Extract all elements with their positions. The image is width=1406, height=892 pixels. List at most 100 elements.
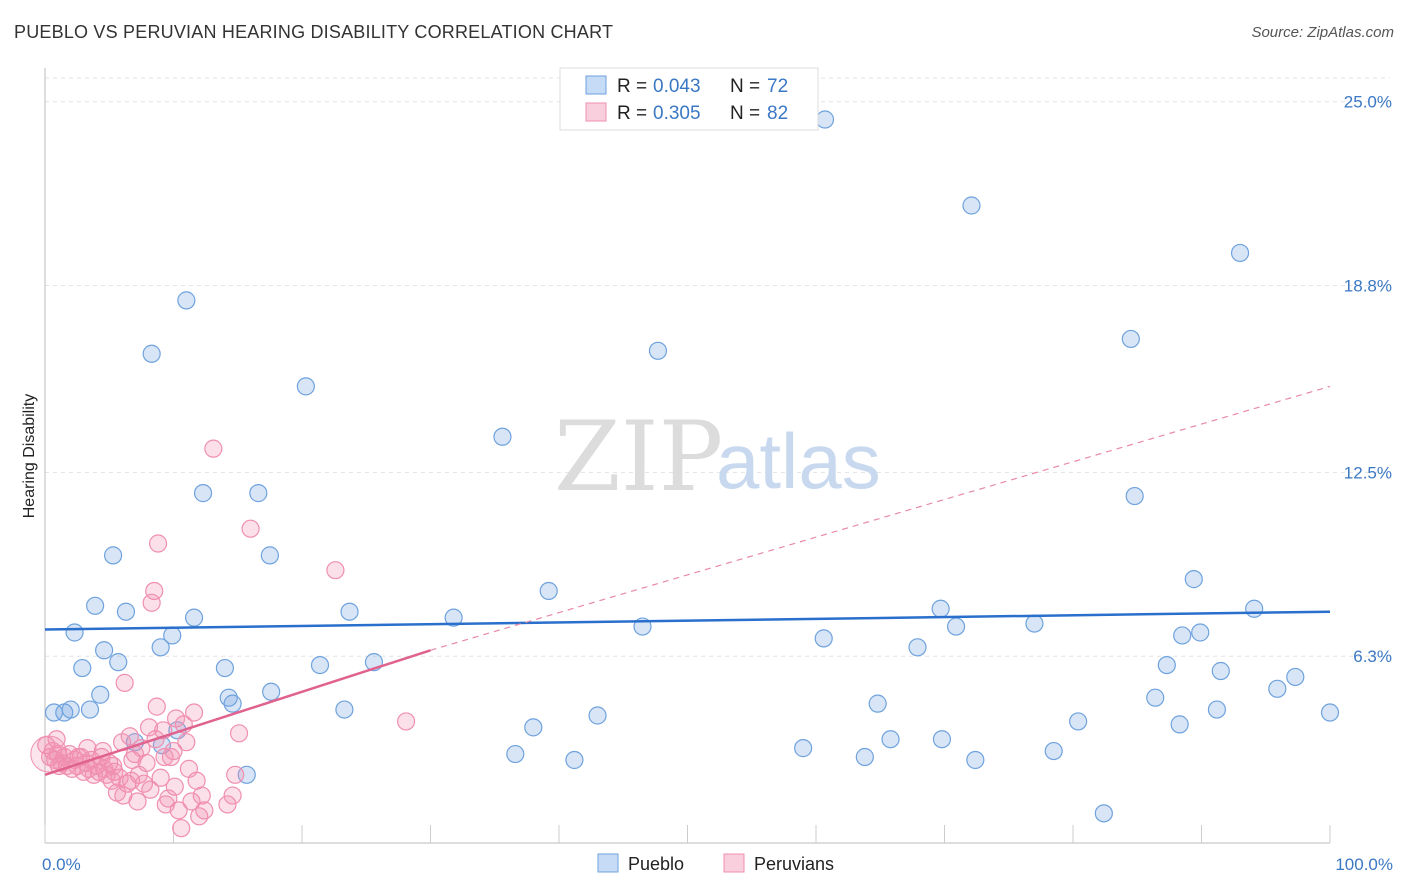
pueblo-point-43 bbox=[815, 110, 835, 129]
trend-lines bbox=[44, 385, 1331, 776]
pueblo-point-51 bbox=[946, 617, 966, 636]
pueblo-point-29 bbox=[310, 655, 330, 675]
chart-title: PUEBLO VS PERUVIAN HEARING DISABILITY CO… bbox=[14, 22, 614, 42]
pueblo-point-69 bbox=[1245, 599, 1264, 618]
pueblo-point-60 bbox=[1146, 688, 1165, 707]
y-axis-label: Hearing Disability bbox=[21, 394, 38, 519]
pueblo-point-30 bbox=[335, 700, 354, 719]
pueblo-point-64 bbox=[1184, 570, 1203, 589]
pueblo-point-14 bbox=[151, 638, 170, 657]
pueblo-point-45 bbox=[855, 747, 874, 767]
bottom-legend-swatch-pueblo bbox=[597, 853, 619, 873]
legend-swatch-peruvians bbox=[585, 102, 607, 122]
pueblo-point-61 bbox=[1157, 655, 1176, 675]
legend-r-value-peruvians: 0.305 bbox=[653, 103, 701, 124]
pueblo-point-13 bbox=[142, 344, 161, 363]
y-tick-label-0: 6.3% bbox=[1353, 647, 1392, 666]
x-tick-labels: 0.0% 100.0% bbox=[42, 855, 1393, 874]
peruvians-point-79 bbox=[165, 777, 184, 796]
peruvians-point-60 bbox=[184, 703, 204, 722]
pueblo-points bbox=[44, 110, 1340, 823]
peruvians-point-54 bbox=[169, 801, 188, 820]
legend-r-label-pueblo: R = bbox=[617, 76, 647, 97]
pueblo-point-28 bbox=[296, 377, 315, 396]
pueblo-point-57 bbox=[1094, 804, 1113, 823]
pueblo-point-71 bbox=[1286, 667, 1305, 687]
pueblo-point-55 bbox=[1044, 741, 1063, 761]
peruvians-trend-line bbox=[44, 649, 431, 776]
peruvians-point-39 bbox=[137, 753, 156, 773]
pueblo-point-41 bbox=[648, 341, 668, 360]
legend-n-label-pueblo: N = bbox=[730, 76, 760, 97]
peruvians-points bbox=[30, 439, 416, 838]
legend-r-label-peruvians: R = bbox=[617, 103, 647, 124]
peruvians-point-80 bbox=[47, 730, 66, 749]
peruvians-point-35 bbox=[128, 792, 147, 811]
pueblo-point-52 bbox=[962, 196, 981, 215]
peruvians-point-75 bbox=[78, 739, 97, 758]
chart-source: Source: ZipAtlas.com bbox=[1251, 24, 1394, 41]
legend: R = 0.043 N = 72 R = 0.305 N = 82 bbox=[559, 67, 819, 131]
peruvians-point-72 bbox=[396, 712, 416, 731]
pueblo-point-5 bbox=[80, 700, 100, 719]
pueblo-point-39 bbox=[588, 706, 607, 725]
peruvians-point-47 bbox=[151, 768, 170, 787]
pueblo-point-3 bbox=[65, 623, 84, 642]
bottom-legend-swatch-peruvians bbox=[723, 853, 745, 873]
pueblo-point-21 bbox=[215, 658, 234, 678]
x-tick-label-1: 100.0% bbox=[1335, 855, 1393, 874]
peruvians-point-32 bbox=[120, 727, 139, 746]
legend-r-value-pueblo: 0.043 bbox=[653, 76, 701, 97]
bottom-legend: Pueblo Peruvians bbox=[597, 853, 834, 874]
peruvians-point-46 bbox=[148, 534, 168, 553]
y-tick-labels: 6.3% 12.5% 18.8% 25.0% bbox=[1344, 93, 1392, 666]
pueblo-point-4 bbox=[73, 658, 92, 678]
legend-swatch-pueblo bbox=[585, 75, 607, 95]
pueblo-point-19 bbox=[184, 608, 204, 627]
pueblo-point-6 bbox=[86, 596, 105, 615]
peruvians-trend-extension bbox=[430, 385, 1331, 651]
pueblo-point-27 bbox=[262, 682, 281, 701]
peruvians-point-63 bbox=[192, 786, 211, 805]
watermark-zip: ZIP bbox=[554, 401, 723, 513]
pueblo-point-16 bbox=[163, 626, 182, 645]
legend-n-value-pueblo: 72 bbox=[767, 76, 788, 97]
peruvians-point-70 bbox=[241, 519, 260, 538]
bottom-legend-label-pueblo: Pueblo bbox=[628, 854, 684, 874]
pueblo-point-63 bbox=[1173, 626, 1192, 645]
peruvians-point-67 bbox=[223, 786, 242, 805]
pueblo-point-46 bbox=[868, 694, 887, 713]
peruvians-point-68 bbox=[226, 765, 245, 784]
legend-n-value-peruvians: 82 bbox=[767, 103, 788, 124]
pueblo-point-68 bbox=[1230, 243, 1250, 263]
peruvians-point-69 bbox=[229, 724, 249, 743]
watermark-atlas: atlas bbox=[716, 417, 881, 505]
peruvians-point-77 bbox=[121, 771, 141, 790]
pueblo-point-33 bbox=[444, 608, 463, 627]
pueblo-point-20 bbox=[193, 484, 213, 503]
pueblo-point-47 bbox=[881, 730, 900, 749]
peruvians-point-41 bbox=[141, 780, 160, 799]
pueblo-point-38 bbox=[565, 750, 584, 770]
y-tick-label-3: 25.0% bbox=[1344, 93, 1392, 112]
pueblo-point-37 bbox=[539, 581, 558, 601]
pueblo-point-50 bbox=[931, 599, 950, 618]
pueblo-point-18 bbox=[177, 291, 196, 310]
pueblo-point-25 bbox=[249, 484, 268, 503]
pueblo-point-59 bbox=[1125, 486, 1144, 506]
pueblo-point-11 bbox=[116, 602, 136, 621]
y-tick-label-1: 12.5% bbox=[1344, 463, 1392, 482]
pueblo-point-70 bbox=[1268, 679, 1287, 698]
pueblo-point-10 bbox=[109, 653, 128, 672]
peruvians-point-66 bbox=[218, 795, 237, 814]
peruvians-cluster-point bbox=[30, 735, 68, 773]
pueblo-point-23 bbox=[223, 694, 242, 713]
pueblo-trend-line bbox=[44, 610, 1331, 631]
peruvians-point-59 bbox=[182, 792, 201, 811]
pueblo-point-26 bbox=[260, 546, 279, 565]
watermark: ZIP atlas bbox=[554, 401, 881, 513]
pueblo-point-36 bbox=[524, 718, 543, 737]
pueblo-point-72 bbox=[1320, 703, 1340, 722]
peruvians-point-43 bbox=[145, 581, 164, 601]
peruvians-point-45 bbox=[147, 697, 166, 716]
